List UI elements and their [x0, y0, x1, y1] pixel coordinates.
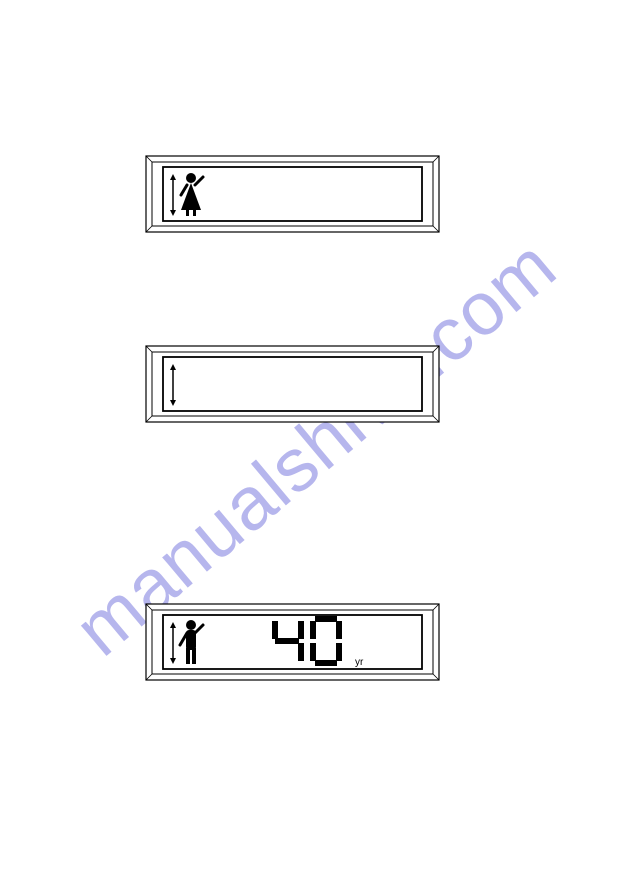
lcd-panel-1 — [145, 155, 440, 233]
unit-label: yr — [355, 657, 364, 668]
page: manualshive.com — [0, 0, 630, 893]
lcd-panel-3: yr — [145, 603, 440, 681]
lcd-panel-2 — [145, 345, 440, 423]
